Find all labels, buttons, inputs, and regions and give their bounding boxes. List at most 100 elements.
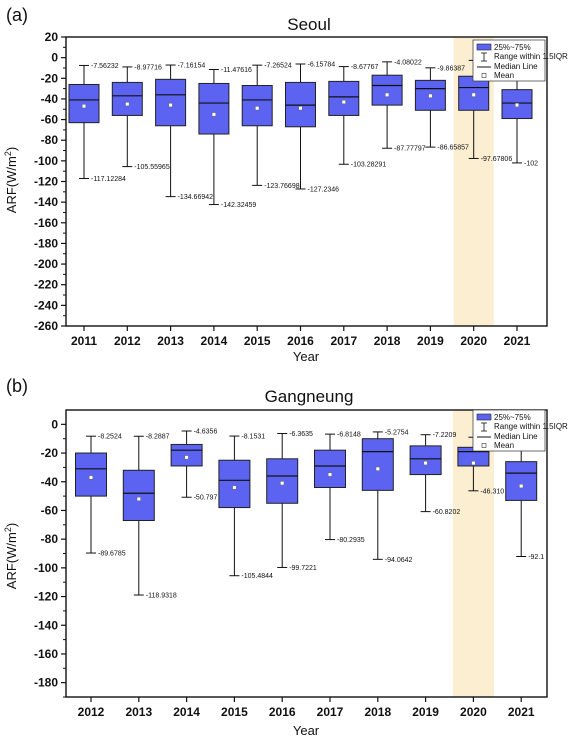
min-value-label: -87.77797 — [394, 146, 426, 153]
x-tick-label: 2021 — [504, 334, 531, 348]
y-tick-label: -240 — [34, 298, 58, 312]
y-axis-title-seoul: ARF(W/m2) — [3, 147, 19, 213]
legend-label-iqr: 25%~75% — [494, 43, 531, 52]
min-value-label: -46.310 — [480, 488, 504, 495]
y-tick-label: -140 — [34, 618, 58, 632]
mean-marker-2017 — [327, 472, 333, 477]
y-tick-label: -140 — [34, 195, 58, 209]
x-tick-label: 2015 — [221, 705, 248, 719]
y-tick-label: -220 — [34, 278, 58, 292]
max-value-label: -8.2524 — [98, 434, 122, 441]
y-tick-label: -180 — [34, 236, 58, 250]
y-tick-label: 0 — [51, 417, 58, 431]
x-tick-label: 2013 — [157, 334, 184, 348]
y-tick-label: -120 — [34, 175, 58, 189]
max-value-label: -6.8148 — [337, 432, 361, 439]
box-iqr-2017 — [314, 449, 346, 488]
min-value-label: -118.9318 — [146, 593, 177, 600]
min-value-label: -142.32459 — [221, 202, 257, 209]
max-value-label: -8.2887 — [146, 434, 170, 441]
x-tick-label: 2015 — [244, 334, 271, 348]
panel-gangneung: (b) Gangneung Year ARF(W/m2) 0 -20 -40 -60 -… — [3, 376, 568, 738]
legend-label-range: Range within 1.5IQR — [494, 52, 568, 61]
mean-marker-2014 — [184, 455, 189, 460]
legend-swatch-box — [476, 413, 492, 421]
y-axis-title-gangneung: ARF(W/m2) — [3, 523, 19, 589]
legend-mean-icon — [481, 443, 487, 448]
x-tick-label: 2012 — [78, 705, 105, 719]
x-tick-label: 2011 — [71, 334, 97, 348]
box-iqr-2014 — [198, 82, 230, 135]
x-tick-label: 2019 — [412, 705, 439, 719]
max-value-label: -4.08022 — [394, 59, 422, 66]
x-tick-label: 2014 — [173, 705, 200, 719]
x-tick-label: 2020 — [460, 334, 487, 348]
min-value-label: -105.4844 — [241, 573, 273, 580]
box-iqr-2013 — [155, 78, 187, 127]
min-value-label: -102 — [524, 160, 538, 167]
box-iqr-2012 — [111, 81, 143, 116]
box-iqr-2017 — [328, 80, 360, 116]
max-value-label: -8.1531 — [241, 434, 265, 441]
legend-swatch-box — [476, 43, 492, 51]
y-tick-label: -160 — [34, 647, 58, 661]
min-value-label: -127.2346 — [308, 186, 340, 193]
min-value-label: -94.0642 — [385, 557, 413, 564]
mean-marker-2013 — [136, 496, 141, 502]
min-value-label: -86.65857 — [437, 145, 469, 152]
box-iqr-2018 — [361, 438, 394, 491]
y-tick-label: -80 — [41, 133, 59, 147]
x-tick-label: 2019 — [417, 334, 444, 348]
box-iqr-2018 — [371, 74, 403, 106]
min-value-label: -50.797 — [194, 495, 218, 502]
y-tick-label: 20 — [45, 30, 59, 44]
min-value-label: -105.55965 — [134, 164, 170, 171]
max-value-label: -9.86387 — [437, 65, 465, 72]
panel-label-b: (b) — [6, 376, 28, 396]
box-iqr-2016 — [266, 458, 299, 504]
mean-marker-2021 — [519, 484, 524, 489]
box-iqr-2013 — [122, 469, 155, 521]
panel-seoul: (a) Seoul Year ARF(W/m2) 20 0 -20 -40 -60 -80… — [3, 5, 568, 364]
mean-marker-2016 — [280, 481, 285, 486]
max-value-label: -6.3635 — [289, 431, 313, 438]
box-iqr-2012 — [75, 452, 107, 497]
min-value-label: -103.28291 — [351, 162, 387, 169]
box-iqr-2011 — [68, 83, 100, 124]
legend-label-iqr: 25%~75% — [494, 413, 531, 422]
max-value-label: -7.2209 — [433, 432, 457, 439]
y-tick-label: -180 — [34, 676, 58, 690]
y-tick-label: -20 — [41, 446, 59, 460]
x-tick-label: 2016 — [287, 334, 314, 348]
mean-marker-2018 — [375, 466, 380, 471]
min-value-label: -123.76698 — [264, 183, 300, 190]
min-value-label: -89.6785 — [98, 551, 126, 558]
y-tick-label: 0 — [51, 51, 58, 65]
box-iqr-2019 — [409, 445, 442, 476]
min-value-label: -97.67806 — [481, 156, 513, 163]
mean-marker-2015 — [255, 106, 260, 111]
y-tick-label: -40 — [41, 475, 59, 489]
mean-marker-2013 — [168, 103, 173, 108]
mean-marker-2012 — [88, 475, 94, 480]
mean-marker-2020 — [471, 92, 476, 97]
legend-mean-icon — [481, 73, 487, 78]
mean-marker-2015 — [232, 485, 237, 490]
min-value-label: -80.2935 — [337, 537, 365, 544]
x-tick-label: 2020 — [460, 705, 487, 719]
max-value-label: -8.97716 — [134, 64, 162, 71]
box-iqr-2015 — [218, 459, 251, 509]
max-value-label: -8.67767 — [351, 64, 379, 71]
min-value-label: -92.1 — [528, 554, 544, 561]
max-value-label: -4.6356 — [194, 429, 218, 436]
max-value-label: -6.15784 — [308, 61, 336, 68]
box-iqr-2015 — [241, 85, 273, 127]
legend-label-median: Median Line — [494, 62, 538, 71]
mean-marker-2012 — [125, 102, 130, 107]
max-value-label: -7.26524 — [264, 63, 292, 70]
y-tick-label: -160 — [34, 216, 58, 230]
y-tick-label: -100 — [34, 561, 58, 575]
mean-marker-2014 — [211, 112, 216, 117]
box-iqr-2014 — [170, 443, 203, 467]
